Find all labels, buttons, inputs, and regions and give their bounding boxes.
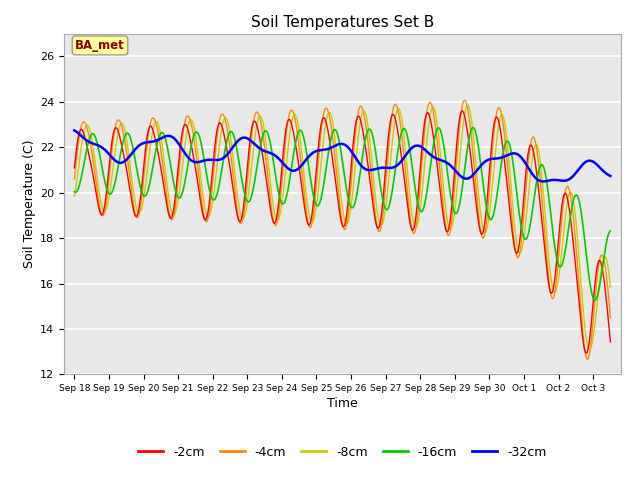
Text: BA_met: BA_met (75, 39, 125, 52)
Y-axis label: Soil Temperature (C): Soil Temperature (C) (23, 140, 36, 268)
X-axis label: Time: Time (327, 397, 358, 410)
Title: Soil Temperatures Set B: Soil Temperatures Set B (251, 15, 434, 30)
Legend: -2cm, -4cm, -8cm, -16cm, -32cm: -2cm, -4cm, -8cm, -16cm, -32cm (133, 441, 552, 464)
